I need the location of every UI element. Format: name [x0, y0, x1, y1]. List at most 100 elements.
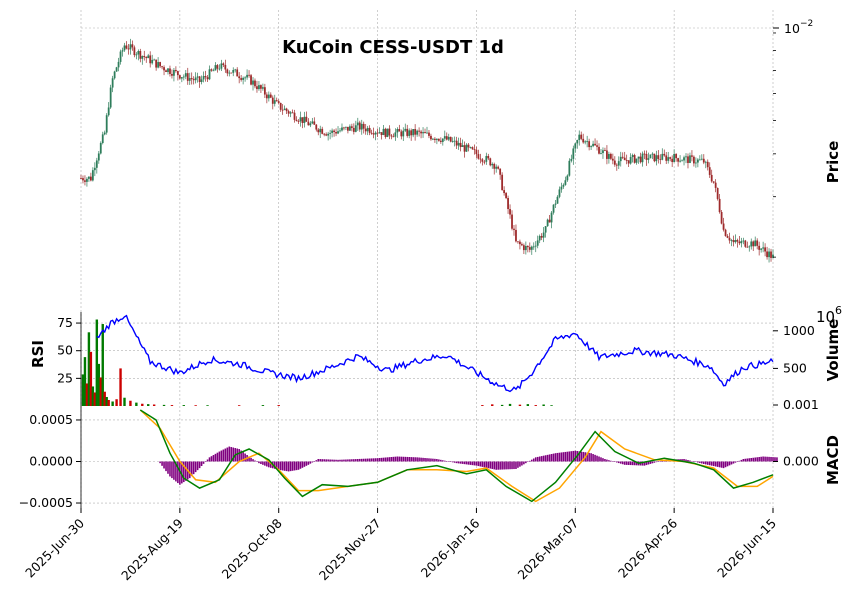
macd-histogram-bar — [562, 452, 565, 462]
candle-body — [80, 178, 82, 179]
macd-histogram-bar — [258, 461, 260, 464]
candle-body — [323, 133, 326, 135]
volume-bar — [99, 377, 102, 406]
candle-body — [360, 123, 363, 130]
candle-body — [437, 138, 440, 141]
macd-histogram-bar — [179, 461, 181, 485]
candle-body — [477, 154, 480, 159]
macd-histogram-bar — [582, 451, 584, 462]
price-tick-base: 10 — [784, 21, 800, 36]
candle-body — [758, 245, 761, 250]
candle-body — [481, 159, 484, 162]
candle-body — [420, 131, 422, 134]
macd-histogram-bar — [483, 461, 486, 468]
candle-body — [171, 73, 173, 76]
candle-body — [451, 141, 454, 142]
volume-tick-label: 1000 — [783, 323, 815, 338]
candle-body — [659, 158, 662, 160]
macd-histogram-bar — [196, 461, 199, 471]
candle-body — [86, 178, 88, 182]
candle-body — [236, 69, 239, 77]
candle-body — [645, 153, 648, 160]
macd-histogram-bar — [442, 460, 444, 462]
macd-histogram-bar — [517, 461, 519, 468]
volume-bar — [103, 391, 106, 406]
macd-histogram-bar — [420, 457, 422, 462]
macd-histogram-bar — [523, 461, 525, 465]
candle-body — [297, 120, 300, 122]
candle-body — [528, 247, 531, 250]
candle-body — [178, 75, 181, 79]
macd-histogram-bar — [453, 461, 456, 463]
macd-histogram-bar — [527, 461, 529, 462]
candle-body — [345, 126, 347, 128]
rsi-tick-label: 25 — [57, 370, 73, 385]
candle-body — [105, 115, 108, 133]
macd-histogram-bar — [714, 461, 717, 467]
volume-bar — [491, 404, 494, 406]
candle-body — [271, 97, 274, 104]
macd-histogram-bar — [499, 461, 501, 470]
candle-body — [228, 72, 231, 74]
candle-body — [131, 44, 134, 48]
macd-histogram-bar — [487, 461, 490, 469]
macd-histogram-bar — [631, 461, 634, 466]
candle-body — [445, 136, 448, 140]
macd-histogram-bar — [177, 461, 179, 484]
volume-bar — [115, 399, 118, 406]
rsi-line-group — [96, 314, 774, 393]
volume-bar — [105, 396, 108, 406]
macd-histogram-bar — [339, 459, 341, 462]
macd-histogram-bar — [641, 461, 644, 466]
price-axis-label: Price — [824, 141, 842, 184]
rsi-axis-label: RSI — [29, 340, 47, 368]
macd-histogram-bar — [173, 461, 175, 480]
macd-histogram-bar — [616, 461, 618, 463]
candle-body — [347, 126, 349, 131]
candle-body — [602, 150, 604, 154]
macd-histogram-bar — [479, 461, 482, 467]
candle-body — [724, 229, 727, 237]
volume-tick-label: 0.001 — [783, 397, 819, 412]
macd-histogram-bar — [525, 461, 527, 464]
macd-histogram-bar — [509, 461, 511, 470]
macd-histogram-bar — [378, 458, 381, 462]
volume-bar — [83, 357, 87, 406]
macd-histogram-bar — [408, 457, 411, 462]
volume-bar — [141, 403, 144, 406]
volume-bar — [500, 404, 504, 406]
candle-body — [254, 80, 256, 87]
macd-histogram-bar — [556, 452, 559, 462]
macd-histogram-bar — [228, 446, 231, 462]
macd-histogram-bar — [635, 461, 638, 466]
macd-histogram-bar — [345, 459, 347, 462]
macd-histogram-bar — [394, 456, 397, 462]
macd-histogram-bar — [424, 458, 426, 462]
volume-bar — [518, 404, 522, 406]
macd-histogram-bar — [580, 451, 583, 462]
macd-histogram-bar — [390, 457, 393, 462]
macd-histogram-bar — [457, 461, 460, 464]
macd-histogram-bar — [519, 461, 521, 467]
candle-body — [609, 153, 612, 159]
macd-histogram-bar — [649, 461, 652, 464]
candle-body — [681, 160, 683, 162]
candle-body — [728, 237, 731, 241]
macd-histogram-bar — [704, 461, 707, 465]
candle-body — [180, 77, 183, 79]
candle-body — [651, 153, 654, 155]
candle-body — [234, 69, 237, 71]
macd-histogram-bar — [566, 451, 569, 462]
candle-body — [428, 132, 430, 136]
candle-body — [291, 112, 294, 114]
candle-body — [216, 65, 219, 69]
candle-body — [667, 157, 670, 161]
macd-histogram-bar — [418, 457, 420, 462]
macd-histogram-bar — [586, 452, 588, 462]
candle-body — [412, 129, 415, 136]
macd-histogram-bar — [501, 461, 503, 470]
candle-body — [430, 135, 432, 140]
macd-histogram-bar — [770, 456, 772, 462]
candle-body — [673, 154, 676, 163]
candle-body — [578, 134, 581, 141]
